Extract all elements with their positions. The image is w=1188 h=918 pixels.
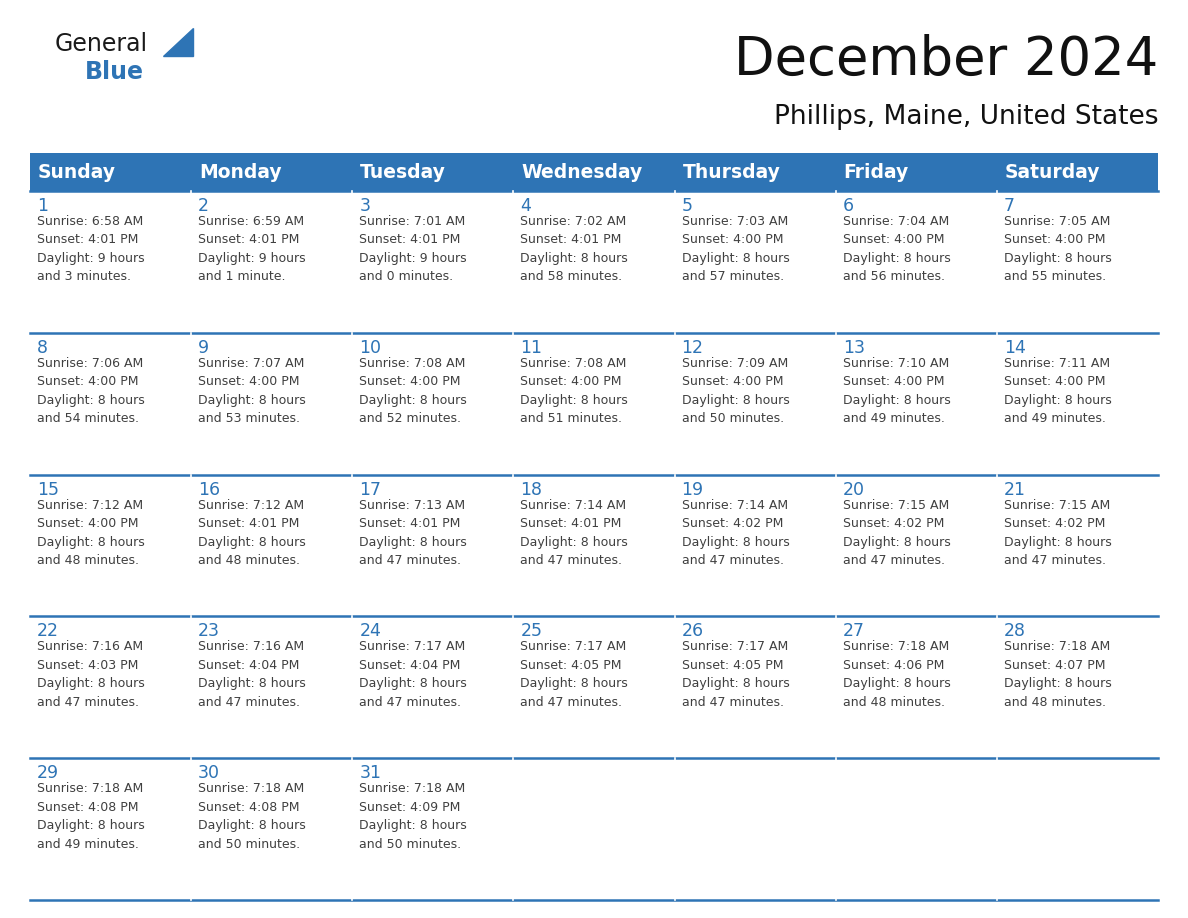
- Text: 7: 7: [1004, 197, 1015, 215]
- Text: Wednesday: Wednesday: [522, 162, 643, 182]
- Text: Thursday: Thursday: [683, 162, 781, 182]
- Text: Tuesday: Tuesday: [360, 162, 447, 182]
- Text: 16: 16: [198, 481, 220, 498]
- Text: Sunrise: 7:08 AM
Sunset: 4:00 PM
Daylight: 8 hours
and 51 minutes.: Sunrise: 7:08 AM Sunset: 4:00 PM Dayligh…: [520, 357, 628, 425]
- Text: 23: 23: [198, 622, 220, 641]
- Text: 26: 26: [682, 622, 703, 641]
- Text: Sunrise: 7:18 AM
Sunset: 4:08 PM
Daylight: 8 hours
and 49 minutes.: Sunrise: 7:18 AM Sunset: 4:08 PM Dayligh…: [37, 782, 145, 851]
- Text: 30: 30: [198, 764, 220, 782]
- Text: 8: 8: [37, 339, 48, 357]
- Text: Sunrise: 7:15 AM
Sunset: 4:02 PM
Daylight: 8 hours
and 47 minutes.: Sunrise: 7:15 AM Sunset: 4:02 PM Dayligh…: [842, 498, 950, 567]
- Text: Sunrise: 7:16 AM
Sunset: 4:04 PM
Daylight: 8 hours
and 47 minutes.: Sunrise: 7:16 AM Sunset: 4:04 PM Dayligh…: [198, 641, 305, 709]
- Text: Sunrise: 7:16 AM
Sunset: 4:03 PM
Daylight: 8 hours
and 47 minutes.: Sunrise: 7:16 AM Sunset: 4:03 PM Dayligh…: [37, 641, 145, 709]
- Text: 17: 17: [359, 481, 381, 498]
- FancyBboxPatch shape: [997, 758, 1158, 900]
- FancyBboxPatch shape: [513, 758, 675, 900]
- Text: Sunday: Sunday: [38, 162, 116, 182]
- Text: Sunrise: 7:18 AM
Sunset: 4:06 PM
Daylight: 8 hours
and 48 minutes.: Sunrise: 7:18 AM Sunset: 4:06 PM Dayligh…: [842, 641, 950, 709]
- FancyBboxPatch shape: [675, 758, 835, 900]
- Text: 13: 13: [842, 339, 865, 357]
- Text: Sunrise: 7:17 AM
Sunset: 4:04 PM
Daylight: 8 hours
and 47 minutes.: Sunrise: 7:17 AM Sunset: 4:04 PM Dayligh…: [359, 641, 467, 709]
- Text: Sunrise: 6:58 AM
Sunset: 4:01 PM
Daylight: 9 hours
and 3 minutes.: Sunrise: 6:58 AM Sunset: 4:01 PM Dayligh…: [37, 215, 145, 284]
- Text: 15: 15: [37, 481, 59, 498]
- Text: 6: 6: [842, 197, 854, 215]
- Text: Friday: Friday: [843, 162, 909, 182]
- Text: Saturday: Saturday: [1005, 162, 1100, 182]
- Text: Sunrise: 7:18 AM
Sunset: 4:09 PM
Daylight: 8 hours
and 50 minutes.: Sunrise: 7:18 AM Sunset: 4:09 PM Dayligh…: [359, 782, 467, 851]
- Text: Sunrise: 7:18 AM
Sunset: 4:08 PM
Daylight: 8 hours
and 50 minutes.: Sunrise: 7:18 AM Sunset: 4:08 PM Dayligh…: [198, 782, 305, 851]
- Text: Sunrise: 7:01 AM
Sunset: 4:01 PM
Daylight: 9 hours
and 0 minutes.: Sunrise: 7:01 AM Sunset: 4:01 PM Dayligh…: [359, 215, 467, 284]
- Text: Sunrise: 7:17 AM
Sunset: 4:05 PM
Daylight: 8 hours
and 47 minutes.: Sunrise: 7:17 AM Sunset: 4:05 PM Dayligh…: [682, 641, 789, 709]
- Text: 24: 24: [359, 622, 381, 641]
- Text: 10: 10: [359, 339, 381, 357]
- Text: Sunrise: 7:15 AM
Sunset: 4:02 PM
Daylight: 8 hours
and 47 minutes.: Sunrise: 7:15 AM Sunset: 4:02 PM Dayligh…: [1004, 498, 1112, 567]
- Text: Sunrise: 7:17 AM
Sunset: 4:05 PM
Daylight: 8 hours
and 47 minutes.: Sunrise: 7:17 AM Sunset: 4:05 PM Dayligh…: [520, 641, 628, 709]
- Text: Sunrise: 7:06 AM
Sunset: 4:00 PM
Daylight: 8 hours
and 54 minutes.: Sunrise: 7:06 AM Sunset: 4:00 PM Dayligh…: [37, 357, 145, 425]
- Text: Sunrise: 7:14 AM
Sunset: 4:02 PM
Daylight: 8 hours
and 47 minutes.: Sunrise: 7:14 AM Sunset: 4:02 PM Dayligh…: [682, 498, 789, 567]
- Text: 25: 25: [520, 622, 543, 641]
- Text: Sunrise: 7:12 AM
Sunset: 4:00 PM
Daylight: 8 hours
and 48 minutes.: Sunrise: 7:12 AM Sunset: 4:00 PM Dayligh…: [37, 498, 145, 567]
- Text: 14: 14: [1004, 339, 1025, 357]
- Text: 19: 19: [682, 481, 703, 498]
- Text: Sunrise: 7:18 AM
Sunset: 4:07 PM
Daylight: 8 hours
and 48 minutes.: Sunrise: 7:18 AM Sunset: 4:07 PM Dayligh…: [1004, 641, 1112, 709]
- Text: 5: 5: [682, 197, 693, 215]
- Text: Monday: Monday: [200, 162, 282, 182]
- Text: Blue: Blue: [86, 60, 144, 84]
- Text: 3: 3: [359, 197, 371, 215]
- Text: General: General: [55, 32, 148, 56]
- Text: 2: 2: [198, 197, 209, 215]
- Text: 27: 27: [842, 622, 865, 641]
- Text: Sunrise: 7:12 AM
Sunset: 4:01 PM
Daylight: 8 hours
and 48 minutes.: Sunrise: 7:12 AM Sunset: 4:01 PM Dayligh…: [198, 498, 305, 567]
- Text: Sunrise: 7:13 AM
Sunset: 4:01 PM
Daylight: 8 hours
and 47 minutes.: Sunrise: 7:13 AM Sunset: 4:01 PM Dayligh…: [359, 498, 467, 567]
- Text: Sunrise: 7:03 AM
Sunset: 4:00 PM
Daylight: 8 hours
and 57 minutes.: Sunrise: 7:03 AM Sunset: 4:00 PM Dayligh…: [682, 215, 789, 284]
- Text: Sunrise: 7:08 AM
Sunset: 4:00 PM
Daylight: 8 hours
and 52 minutes.: Sunrise: 7:08 AM Sunset: 4:00 PM Dayligh…: [359, 357, 467, 425]
- Text: Sunrise: 7:05 AM
Sunset: 4:00 PM
Daylight: 8 hours
and 55 minutes.: Sunrise: 7:05 AM Sunset: 4:00 PM Dayligh…: [1004, 215, 1112, 284]
- Text: 21: 21: [1004, 481, 1026, 498]
- Text: Sunrise: 6:59 AM
Sunset: 4:01 PM
Daylight: 9 hours
and 1 minute.: Sunrise: 6:59 AM Sunset: 4:01 PM Dayligh…: [198, 215, 305, 284]
- Text: Phillips, Maine, United States: Phillips, Maine, United States: [773, 104, 1158, 130]
- FancyBboxPatch shape: [30, 153, 1158, 191]
- Polygon shape: [163, 28, 192, 56]
- Text: December 2024: December 2024: [734, 34, 1158, 86]
- Text: 31: 31: [359, 764, 381, 782]
- Text: Sunrise: 7:10 AM
Sunset: 4:00 PM
Daylight: 8 hours
and 49 minutes.: Sunrise: 7:10 AM Sunset: 4:00 PM Dayligh…: [842, 357, 950, 425]
- Text: 12: 12: [682, 339, 703, 357]
- Text: 20: 20: [842, 481, 865, 498]
- Text: Sunrise: 7:04 AM
Sunset: 4:00 PM
Daylight: 8 hours
and 56 minutes.: Sunrise: 7:04 AM Sunset: 4:00 PM Dayligh…: [842, 215, 950, 284]
- Text: 28: 28: [1004, 622, 1026, 641]
- Text: Sunrise: 7:07 AM
Sunset: 4:00 PM
Daylight: 8 hours
and 53 minutes.: Sunrise: 7:07 AM Sunset: 4:00 PM Dayligh…: [198, 357, 305, 425]
- Text: 22: 22: [37, 622, 59, 641]
- Text: 4: 4: [520, 197, 531, 215]
- Text: 11: 11: [520, 339, 543, 357]
- Text: 18: 18: [520, 481, 543, 498]
- Text: Sunrise: 7:14 AM
Sunset: 4:01 PM
Daylight: 8 hours
and 47 minutes.: Sunrise: 7:14 AM Sunset: 4:01 PM Dayligh…: [520, 498, 628, 567]
- Text: 29: 29: [37, 764, 59, 782]
- Text: 9: 9: [198, 339, 209, 357]
- Text: Sunrise: 7:09 AM
Sunset: 4:00 PM
Daylight: 8 hours
and 50 minutes.: Sunrise: 7:09 AM Sunset: 4:00 PM Dayligh…: [682, 357, 789, 425]
- Text: Sunrise: 7:02 AM
Sunset: 4:01 PM
Daylight: 8 hours
and 58 minutes.: Sunrise: 7:02 AM Sunset: 4:01 PM Dayligh…: [520, 215, 628, 284]
- FancyBboxPatch shape: [835, 758, 997, 900]
- Text: 1: 1: [37, 197, 48, 215]
- Text: Sunrise: 7:11 AM
Sunset: 4:00 PM
Daylight: 8 hours
and 49 minutes.: Sunrise: 7:11 AM Sunset: 4:00 PM Dayligh…: [1004, 357, 1112, 425]
